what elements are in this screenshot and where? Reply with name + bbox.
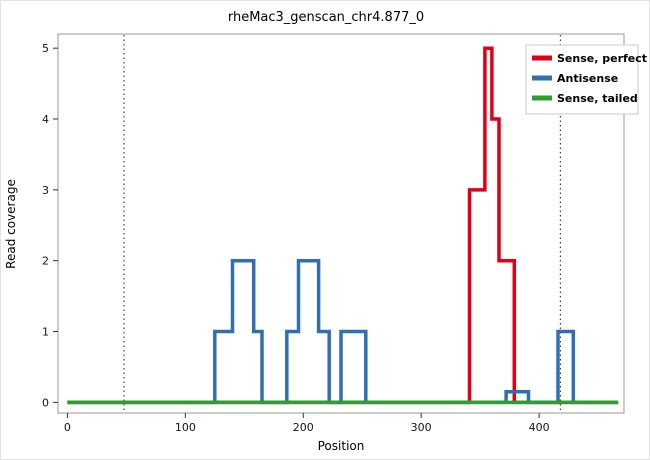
y-tick-label: 2 [42, 255, 49, 268]
y-tick-label: 5 [42, 42, 49, 55]
x-tick-label: 0 [64, 421, 71, 434]
x-tick-label: 300 [411, 421, 432, 434]
y-tick-label: 0 [42, 396, 49, 409]
x-tick-label: 400 [529, 421, 550, 434]
axis-layer: 0 100 200 300 400 0 1 2 3 4 5 [42, 42, 550, 434]
x-axis-label: Position [318, 439, 365, 453]
legend-label: Sense, perfect [557, 52, 647, 65]
legend: Sense, perfect Antisense Sense, tailed [525, 44, 647, 115]
series-layer [67, 46, 619, 405]
legend-label: Sense, tailed [557, 92, 638, 105]
y-tick-label: 4 [42, 113, 49, 126]
series-line-sense-perfect [67, 46, 619, 405]
x-tick-label: 200 [293, 421, 314, 434]
legend-label: Antisense [557, 72, 618, 85]
chart-title: rheMac3_genscan_chr4.877_0 [228, 10, 424, 25]
y-tick-label: 1 [42, 326, 49, 339]
y-axis-label: Read coverage [4, 179, 18, 269]
x-tick-label: 100 [175, 421, 196, 434]
y-tick-label: 3 [42, 184, 49, 197]
